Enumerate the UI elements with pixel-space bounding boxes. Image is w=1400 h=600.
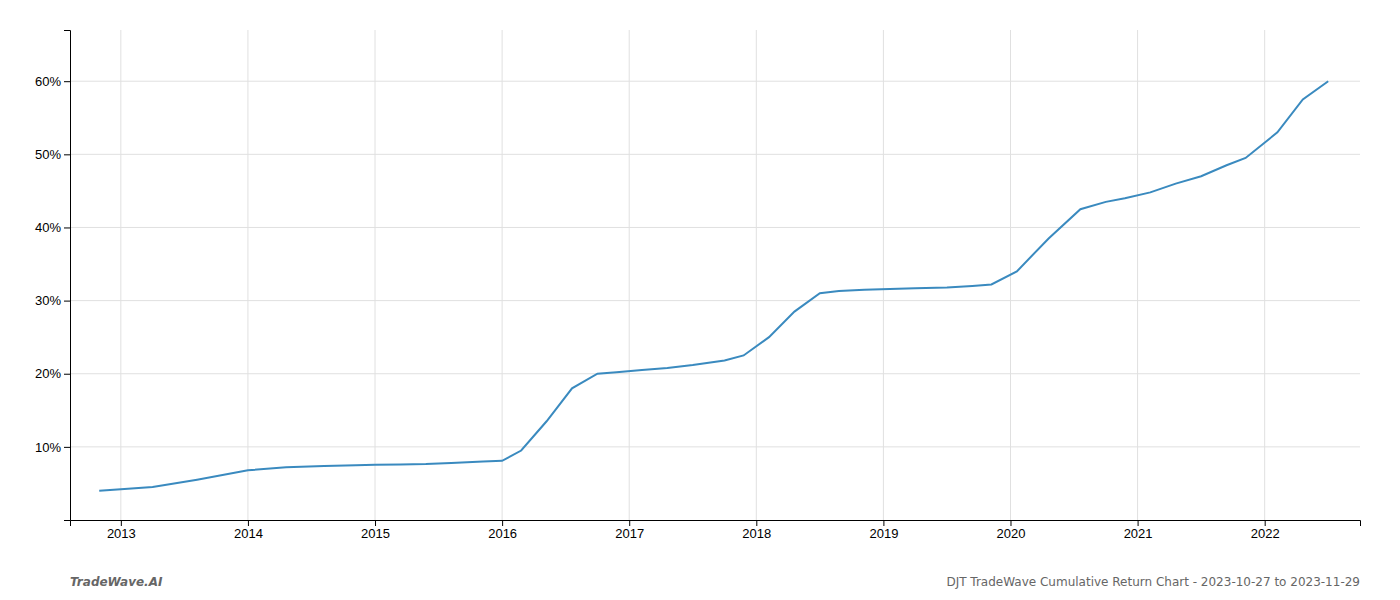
- tick-mark: [1265, 520, 1266, 526]
- tick-mark: [64, 301, 70, 302]
- grid-line: [70, 446, 1360, 447]
- tick-label: 50%: [35, 147, 61, 162]
- tick-label: 2016: [488, 526, 517, 541]
- grid: [70, 30, 1360, 520]
- grid-line: [120, 30, 121, 520]
- footer-right: DJT TradeWave Cumulative Return Chart - …: [946, 575, 1360, 589]
- x-tick: 2017: [615, 520, 644, 541]
- axis-line: [71, 521, 1361, 527]
- tick-mark: [64, 154, 70, 155]
- tick-label: 2018: [742, 526, 771, 541]
- tick-mark: [64, 227, 70, 228]
- grid-line: [1137, 30, 1138, 520]
- y-tick: 20%: [35, 366, 70, 381]
- tick-mark: [1010, 520, 1011, 526]
- grid-line: [1264, 30, 1265, 520]
- grid-line: [756, 30, 757, 520]
- x-tick: 2014: [234, 520, 263, 541]
- chart: 2013 2014 2015 2016 2017 2018 2019 2020 2021 2022…: [0, 0, 1400, 600]
- grid-line: [629, 30, 630, 520]
- y-tick: 50%: [35, 147, 70, 162]
- y-tick: 40%: [35, 220, 70, 235]
- tick-label: 2014: [234, 526, 263, 541]
- x-tick: 2016: [488, 520, 517, 541]
- tick-label: 2015: [361, 526, 390, 541]
- tick-mark: [756, 520, 757, 526]
- tick-mark: [64, 374, 70, 375]
- tick-label: 30%: [35, 293, 61, 308]
- tick-mark: [883, 520, 884, 526]
- y-axis: 10% 20% 30% 40% 50% 60%: [35, 31, 71, 521]
- tick-label: 2013: [107, 526, 136, 541]
- tick-label: 20%: [35, 366, 61, 381]
- x-tick: 2020: [997, 520, 1026, 541]
- grid-line: [70, 81, 1360, 82]
- x-tick: 2019: [869, 520, 898, 541]
- y-tick: 10%: [35, 440, 70, 455]
- tick-label: 40%: [35, 220, 61, 235]
- x-tick: 2018: [742, 520, 771, 541]
- tick-mark: [121, 520, 122, 526]
- x-axis: 2013 2014 2015 2016 2017 2018 2019 2020 2021 2022: [71, 520, 1361, 541]
- grid-line: [883, 30, 884, 520]
- y-tick: 30%: [35, 293, 70, 308]
- tick-mark: [629, 520, 630, 526]
- tick-label: 2020: [997, 526, 1026, 541]
- tick-mark: [248, 520, 249, 526]
- marks: [99, 81, 1328, 491]
- grid-line: [70, 227, 1360, 228]
- axis-line: [64, 31, 71, 521]
- plot: 2013 2014 2015 2016 2017 2018 2019 2020 2021 2022…: [35, 30, 1361, 541]
- grid-line: [70, 154, 1360, 155]
- x-tick: 2022: [1251, 520, 1280, 541]
- tick-label: 2021: [1124, 526, 1153, 541]
- y-tick: 60%: [35, 74, 70, 89]
- tick-mark: [502, 520, 503, 526]
- x-tick: 2021: [1124, 520, 1153, 541]
- x-tick: 2015: [361, 520, 390, 541]
- tick-mark: [64, 447, 70, 448]
- tick-label: 60%: [35, 74, 61, 89]
- grid-line: [70, 373, 1360, 374]
- tick-label: 2019: [869, 526, 898, 541]
- tick-label: 2022: [1251, 526, 1280, 541]
- grid-line: [375, 30, 376, 520]
- tick-mark: [375, 520, 376, 526]
- line: [99, 81, 1328, 491]
- tick-label: 10%: [35, 440, 61, 455]
- grid-line: [70, 300, 1360, 301]
- grid-line: [502, 30, 503, 520]
- tick-mark: [64, 81, 70, 82]
- x-tick: 2013: [107, 520, 136, 541]
- tick-mark: [1138, 520, 1139, 526]
- grid-line: [247, 30, 248, 520]
- footer-left: TradeWave.AI: [70, 575, 163, 589]
- tick-label: 2017: [615, 526, 644, 541]
